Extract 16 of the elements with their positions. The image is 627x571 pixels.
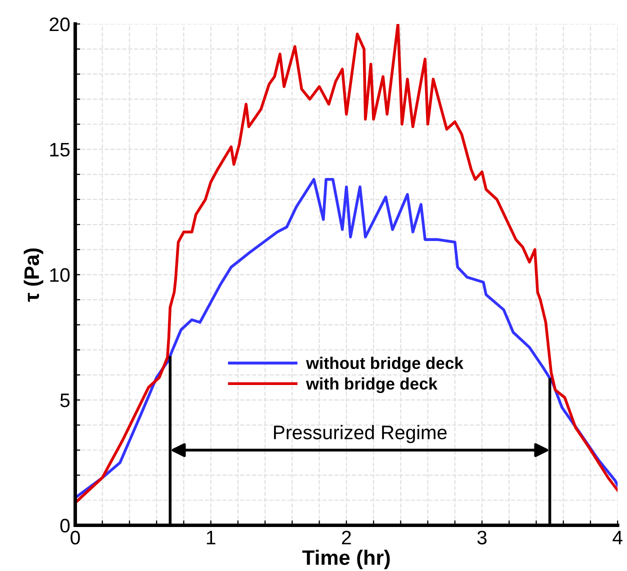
x-tick-label: 4 xyxy=(612,530,622,544)
y-tick-label: 15 xyxy=(50,142,70,157)
x-tick-label: 3 xyxy=(477,530,487,544)
x-tick-label: 0 xyxy=(70,530,80,544)
x-axis-title: Time (hr) xyxy=(302,550,390,570)
line-series xyxy=(75,178,618,500)
y-axis-title: τ (Pa) xyxy=(24,248,44,302)
legend-label: with bridge deck xyxy=(306,377,438,394)
x-tick-label: 1 xyxy=(206,530,216,544)
annotation: Pressurized Regime xyxy=(274,425,447,444)
y-tick-label: 10 xyxy=(50,268,70,282)
x-tick-label: 2 xyxy=(342,530,351,544)
legend-label: without bridge deck xyxy=(306,356,464,372)
y-tick-label: 20 xyxy=(50,17,70,32)
y-tick-label: 0 xyxy=(60,518,70,533)
y-tick-label: 5 xyxy=(60,394,70,408)
